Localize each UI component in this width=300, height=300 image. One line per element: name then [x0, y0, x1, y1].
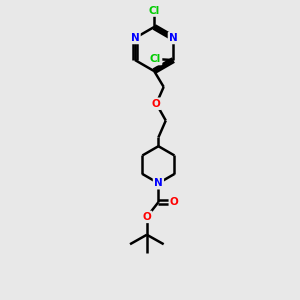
- Text: Cl: Cl: [150, 54, 161, 64]
- Text: N: N: [169, 33, 178, 43]
- Text: O: O: [142, 212, 151, 222]
- Text: Cl: Cl: [148, 6, 160, 16]
- Text: O: O: [170, 197, 178, 207]
- Text: N: N: [131, 33, 140, 43]
- Text: O: O: [152, 99, 161, 109]
- Text: N: N: [154, 178, 163, 188]
